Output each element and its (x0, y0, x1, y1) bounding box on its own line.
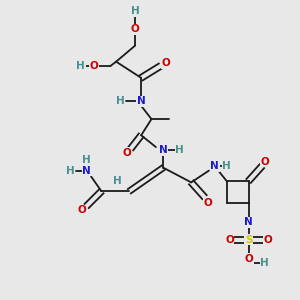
Text: O: O (260, 157, 269, 167)
Text: H: H (66, 166, 75, 176)
Text: H: H (116, 96, 125, 106)
Text: O: O (244, 254, 253, 264)
Text: H: H (131, 6, 140, 16)
Text: S: S (245, 235, 252, 245)
Text: N: N (244, 217, 253, 227)
Text: N: N (82, 166, 91, 176)
Text: O: O (78, 206, 87, 215)
Text: O: O (203, 198, 212, 208)
Text: O: O (90, 61, 98, 71)
Text: O: O (263, 235, 272, 245)
Text: H: H (260, 258, 269, 268)
Text: N: N (137, 96, 146, 106)
Text: O: O (122, 148, 131, 158)
Text: H: H (76, 61, 85, 71)
Text: H: H (113, 176, 122, 186)
Text: O: O (162, 58, 171, 68)
Text: O: O (225, 235, 234, 245)
Text: H: H (175, 145, 184, 155)
Text: N: N (159, 145, 168, 155)
Text: O: O (131, 24, 140, 34)
Text: H: H (82, 155, 91, 165)
Text: N: N (210, 161, 219, 171)
Text: H: H (222, 161, 231, 171)
